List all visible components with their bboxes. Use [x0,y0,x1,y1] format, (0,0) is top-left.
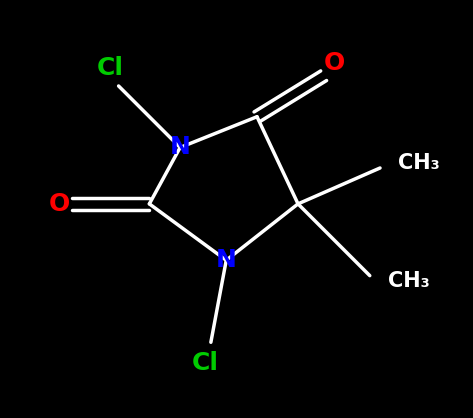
Text: CH₃: CH₃ [398,153,440,173]
Text: O: O [49,192,70,216]
Text: Cl: Cl [192,351,219,375]
Text: N: N [216,248,236,272]
Text: N: N [170,135,191,160]
Text: Cl: Cl [97,56,124,79]
Text: O: O [323,51,344,75]
Text: CH₃: CH₃ [388,271,429,291]
